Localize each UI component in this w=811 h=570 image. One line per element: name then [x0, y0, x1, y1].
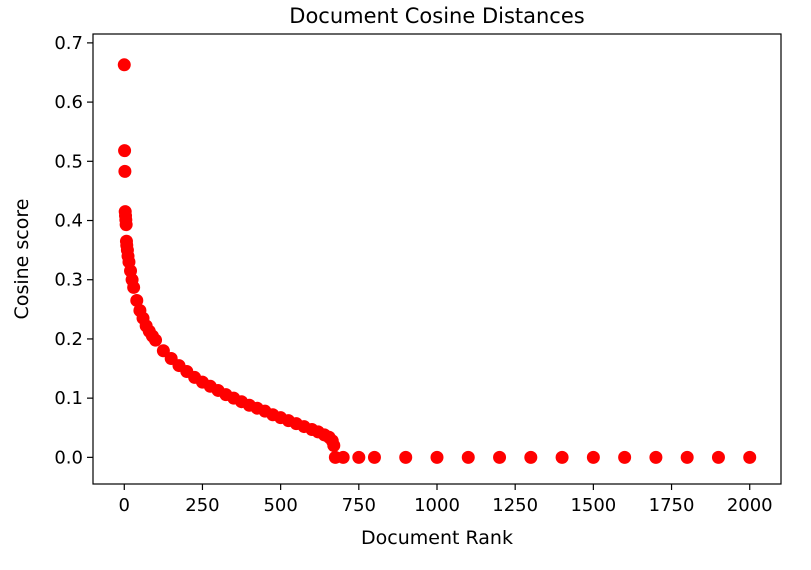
x-tick-label: 750: [342, 495, 376, 516]
y-tick-label: 0.3: [54, 270, 83, 291]
data-point: [524, 450, 538, 464]
data-point: [586, 450, 600, 464]
data-point: [149, 333, 163, 347]
data-point: [352, 450, 366, 464]
plot-area-frame: [92, 33, 782, 485]
y-axis-ticks: 0.0 0.1 0.2 0.3 0.4 0.5 0.6 0.7: [54, 33, 93, 468]
y-tick-label: 0.0: [54, 447, 83, 468]
x-tick-label: 1000: [414, 495, 460, 516]
x-tick-label: 1750: [649, 495, 695, 516]
x-tick-label: 1500: [570, 495, 616, 516]
data-point: [367, 450, 381, 464]
data-point: [327, 439, 341, 453]
x-axis-ticks: 0 250 500 750 1000 1250 1500 1750 2000: [119, 484, 773, 516]
y-tick-label: 0.2: [54, 329, 83, 350]
x-axis-title: Document Rank: [361, 527, 513, 549]
y-tick-label: 0.4: [54, 211, 83, 232]
y-tick-label: 0.1: [54, 388, 83, 409]
y-tick-label: 0.6: [54, 92, 83, 113]
y-tick-label: 0.7: [54, 33, 83, 54]
data-point: [399, 450, 413, 464]
data-point: [493, 450, 507, 464]
data-point: [711, 450, 725, 464]
data-point: [680, 450, 694, 464]
x-tick-label: 2000: [727, 495, 773, 516]
data-point: [461, 450, 475, 464]
data-point: [618, 450, 632, 464]
data-point: [117, 58, 131, 72]
x-tick-label: 250: [185, 495, 219, 516]
data-point: [119, 218, 133, 232]
data-point: [649, 450, 663, 464]
x-tick-label: 1250: [492, 495, 538, 516]
data-point: [118, 164, 132, 178]
y-axis-title: Cosine score: [11, 199, 33, 320]
chart-title: Document Cosine Distances: [289, 4, 584, 28]
data-point: [127, 280, 141, 294]
data-point: [118, 144, 132, 158]
data-point: [336, 450, 350, 464]
data-point: [555, 450, 569, 464]
data-points: [117, 58, 757, 464]
y-tick-label: 0.5: [54, 151, 83, 172]
data-point: [430, 450, 444, 464]
x-tick-label: 500: [263, 495, 297, 516]
data-point: [743, 450, 757, 464]
x-tick-label: 0: [119, 495, 130, 516]
data-point: [130, 293, 144, 307]
